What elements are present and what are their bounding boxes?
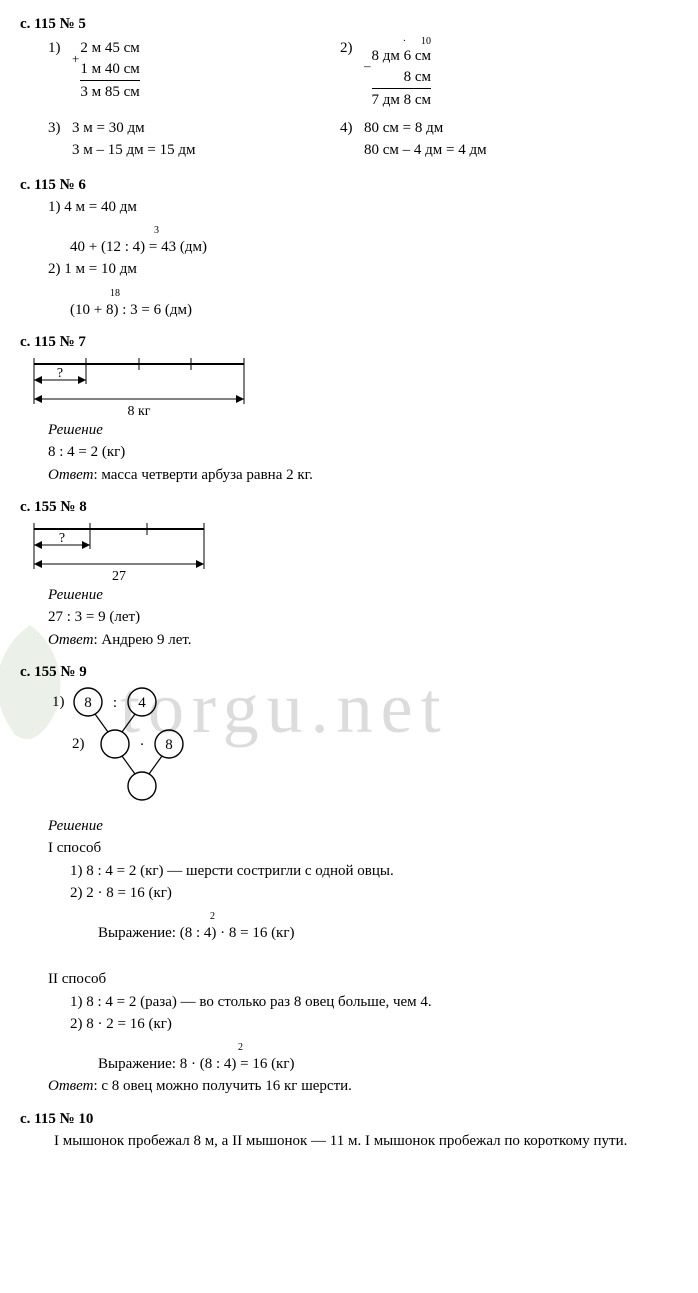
svg-text:8: 8 [84,695,92,711]
p9-m1-head: I способ [20,838,678,858]
svg-text:?: ? [59,531,65,546]
p9-ans: Ответ: с 8 овец можно получить 16 кг шер… [20,1076,678,1096]
p6-l4: (10 + 8) : 3 = 6 (дм) [20,300,678,320]
p5-q1: 1)+ 2 м 45 см 1 м 40 см 3 м 85 см [20,38,340,102]
heading-p5: с. 115 № 5 [20,14,678,34]
p6-l1: 1) 4 м = 40 дм [20,197,678,217]
p8-ans: Ответ: Андрею 9 лет. [20,630,678,650]
svg-text:4: 4 [138,695,146,711]
p9-sol-head: Решение [20,816,678,836]
p5-q3-b: 3 м – 15 дм = 15 дм [72,142,195,158]
svg-text:8 кг: 8 кг [127,404,150,418]
p8-sol-head: Решение [20,585,678,605]
p5-q1-b: 1 м 40 см [80,59,139,79]
svg-text:1): 1) [52,694,65,710]
plus-sign: + [72,38,79,80]
p6-sup1: 3 [20,227,678,235]
p5-q4: 4)80 см = 8 дм [340,118,678,138]
p7-sol: 8 : 4 = 2 (кг) [20,442,678,462]
p7-diagram: ? 8 кг [20,354,260,418]
p6-l2: 40 + (12 : 4) = 43 (дм) [20,237,678,257]
p9-m1-1: 1) 8 : 4 = 2 (кг) — шерсти состригли с о… [20,861,678,881]
p9-m1-2: 2) 2 · 8 = 16 (кг) [20,883,678,903]
p10-text: I мышонок пробежал 8 м, а II мышонок — 1… [20,1131,678,1151]
p6-sup2: 18 [20,290,678,298]
p5-q2-a: 8 дм 6 см [372,46,432,66]
heading-p10: с. 115 № 10 [20,1109,678,1129]
svg-text::: : [113,695,117,711]
p5-q1-tag: 1) [48,38,72,58]
heading-p9: с. 155 № 9 [20,662,678,682]
svg-text:27: 27 [112,569,126,583]
p6-l3: 2) 1 м = 10 дм [20,259,678,279]
p5-q3: 3)3 м = 30 дм [20,118,340,138]
p5-q4-b: 80 см – 4 дм = 4 дм [364,142,487,158]
p5-q2-tag: 2) [340,38,364,58]
p9-m1-expr: Выражение: (8 : 4) · 8 = 16 (кг) [20,923,678,943]
svg-text:·: · [140,737,145,753]
svg-text:?: ? [57,366,63,381]
heading-p8: с. 155 № 8 [20,497,678,517]
p8-sol: 27 : 3 = 9 (лет) [20,607,678,627]
p9-m2-expr: Выражение: 8 · (8 : 4) = 16 (кг) [20,1054,678,1074]
p5-q2-sup: · 10 [372,38,432,46]
p9-m2-1: 1) 8 : 4 = 2 (раза) — во столько раз 8 о… [20,992,678,1012]
p9-sup2: 2 [20,1044,678,1052]
p5-q2-b: 8 см [372,67,432,87]
p7-ans: Ответ: масса четверти арбуза равна 2 кг. [20,465,678,485]
p7-sol-head: Решение [20,420,678,440]
svg-text:2): 2) [72,736,85,752]
svg-text:8: 8 [165,737,173,753]
p5-q1-r: 3 м 85 см [80,80,139,102]
p9-sup1: 2 [20,913,678,921]
p5-q2: 2)– · 10 8 дм 6 см 8 см 7 дм 8 см [340,38,678,110]
minus-sign: – [364,38,371,94]
heading-p6: с. 115 № 6 [20,175,678,195]
p9-tree-diagram: 1) 8 : 4 2) · 8 [38,684,218,814]
p9-m2-2: 2) 8 · 2 = 16 (кг) [20,1014,678,1034]
p5-q1-a: 2 м 45 см [80,38,139,58]
p8-diagram: ? 27 [20,519,220,583]
heading-p7: с. 115 № 7 [20,332,678,352]
p9-m2-head: II способ [20,969,678,989]
p5-q2-r: 7 дм 8 см [372,88,432,110]
